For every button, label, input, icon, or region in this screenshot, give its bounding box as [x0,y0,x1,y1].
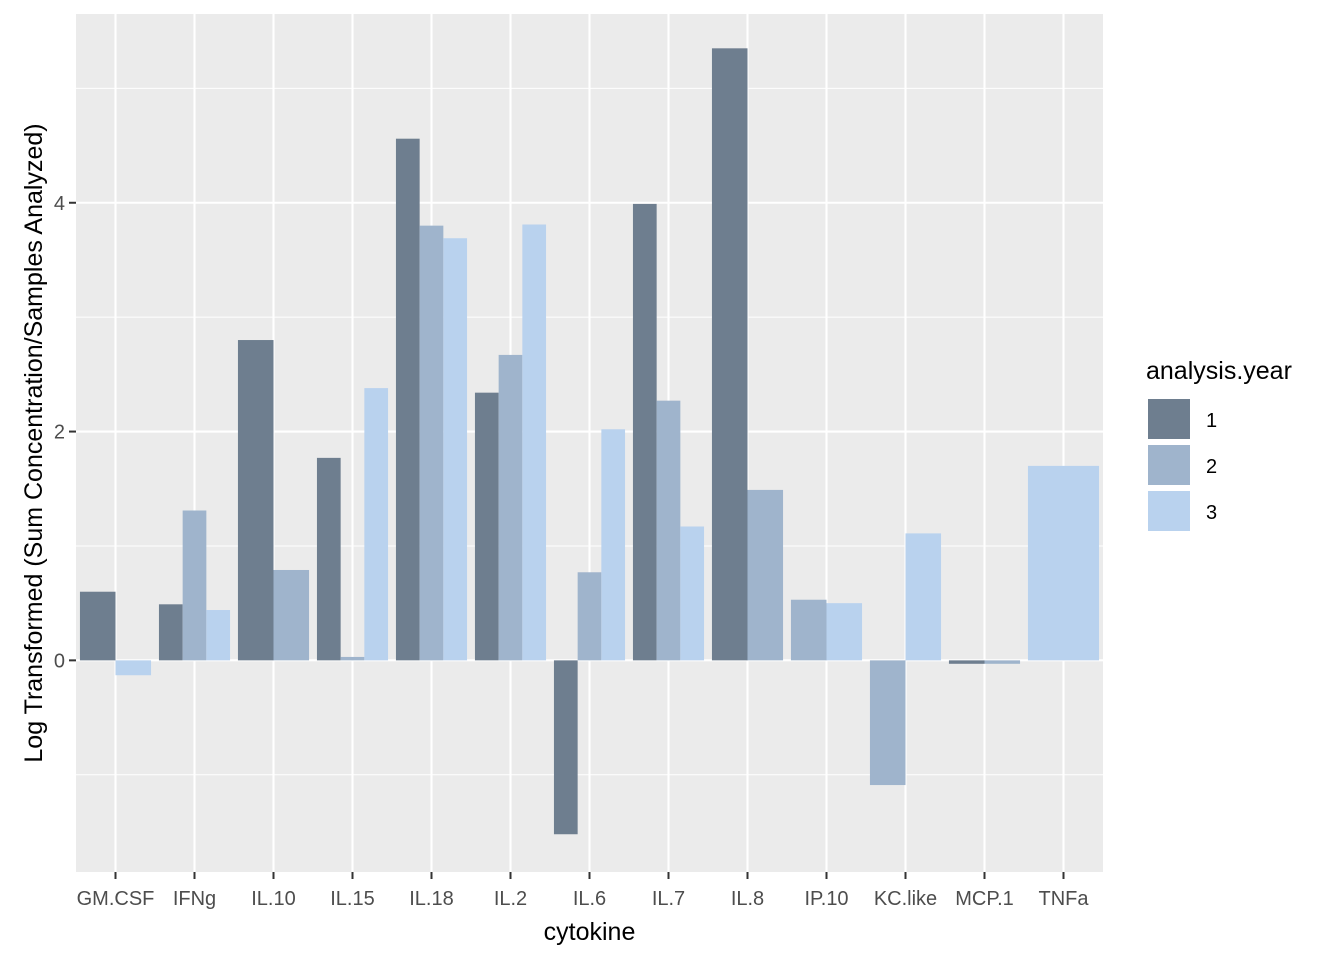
legend-key-3 [1146,489,1192,533]
x-axis-ticks: GM.CSF IFNg IL.10 IL.15 IL.18 IL.2 IL.6 IL.7 IL.… [77,872,1090,910]
y-tick-label: 4 [54,193,65,215]
x-tick-label: IFNg [173,888,216,910]
legend-label-2: 2 [1206,456,1217,478]
bar-IFNg-year-3 [206,610,231,661]
x-tick-label: KC.like [874,888,937,910]
legend: analysis.year 1 2 3 [1146,357,1292,533]
y-tick-label: 2 [54,422,65,444]
bar-IL.18-year-2 [419,225,444,661]
bar-IL.15-year-3 [364,388,389,661]
bar-IL.6-year-3 [601,429,626,661]
x-tick-label: IL.18 [409,888,453,910]
bar-IL.6-year-2 [577,572,602,661]
bar-IL.10-year-1 [237,340,274,661]
bar-IL.8-year-1 [711,48,748,661]
bar-MCP.1-year-2 [984,660,1021,664]
bar-IL.15-year-1 [316,457,341,661]
bar-IL.7-year-1 [632,203,657,661]
bar-IL.2-year-2 [498,354,523,661]
bar-IP.10-year-2 [790,599,827,661]
bar-IL.18-year-1 [395,138,420,661]
bar-IFNg-year-1 [158,604,183,661]
bar-MCP.1-year-1 [948,660,985,664]
bar-KC.like-year-3 [905,533,942,661]
bar-IL.15-year-2 [340,656,365,661]
bars [79,48,1100,835]
x-axis-title: cytokine [544,918,636,946]
x-tick-label: IL.7 [652,888,685,910]
y-axis-title: Log Transformed (Sum Concentration/Sampl… [20,123,48,762]
bar-IFNg-year-2 [182,510,207,661]
x-tick-label: GM.CSF [77,888,155,910]
legend-key-1 [1146,397,1192,441]
bar-IP.10-year-3 [826,603,863,661]
x-tick-label: IL.6 [573,888,606,910]
y-axis-ticks: 0 2 4 [54,193,76,672]
bar-IL.2-year-1 [474,392,499,661]
bar-IL.18-year-3 [443,238,468,661]
legend-key-2 [1146,443,1192,487]
legend-keys: 1 2 3 [1146,397,1217,533]
x-tick-label: IL.10 [251,888,295,910]
bar-IL.7-year-2 [656,400,681,661]
x-tick-label: IL.8 [731,888,764,910]
legend-label-1: 1 [1206,410,1217,432]
bar-IL.7-year-3 [680,526,705,661]
x-tick-label: TNFa [1039,888,1090,910]
bar-IL.2-year-3 [522,224,547,661]
bar-IL.6-year-1 [553,660,578,835]
bar-IL.8-year-2 [747,489,784,661]
bar-IL.10-year-2 [273,569,310,661]
legend-title: analysis.year [1146,357,1292,385]
bar-GM.CSF-year-3 [115,660,152,676]
bar-TNFa-year-3 [1027,465,1100,661]
x-tick-label: IL.15 [330,888,374,910]
y-tick-label: 0 [54,650,65,672]
bar-GM.CSF-year-1 [79,591,116,661]
x-tick-label: MCP.1 [955,888,1014,910]
legend-label-3: 3 [1206,502,1217,524]
bar-KC.like-year-2 [869,660,906,786]
x-tick-label: IL.2 [494,888,527,910]
x-tick-label: IP.10 [804,888,848,910]
